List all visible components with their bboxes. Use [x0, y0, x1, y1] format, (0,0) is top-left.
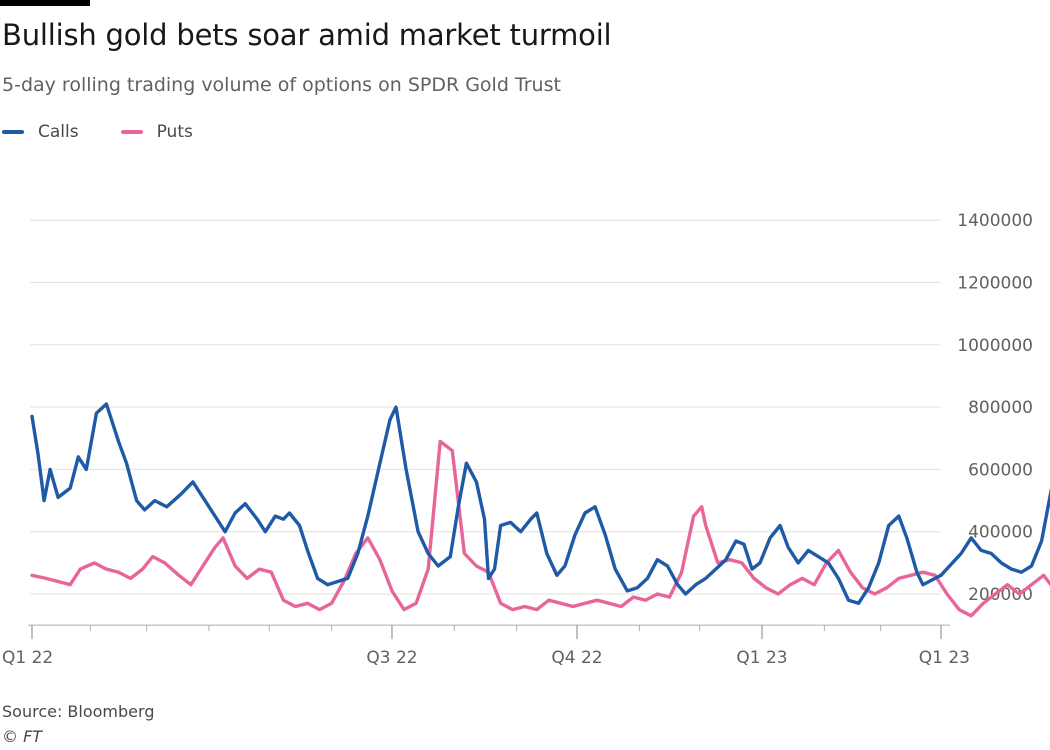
y-tick-label: 1000000 [957, 336, 1033, 356]
legend-item-calls: Calls [2, 122, 79, 142]
y-axis-ticks: 2000004000006000008000001000000120000014… [957, 211, 1033, 605]
y-tick-label: 1400000 [957, 211, 1033, 231]
legend-swatch-puts [120, 130, 143, 134]
y-tick-label: 800000 [968, 398, 1033, 418]
ft-credit: © FT [2, 727, 43, 746]
legend-label-calls: Calls [38, 122, 79, 142]
series-line-calls [30, 402, 1050, 605]
brand-bar [0, 0, 90, 6]
x-tick-label: Q1 22 [2, 648, 53, 668]
legend-label-puts: Puts [156, 122, 193, 142]
chart-legend: Calls Puts [2, 120, 235, 144]
x-tick-label: Q4 22 [551, 648, 602, 668]
line-chart: 2000004000006000008000001000000120000014… [2, 211, 1050, 668]
x-tick-label: Q1 23 [736, 648, 787, 668]
y-tick-label: 600000 [968, 460, 1033, 480]
x-tick-label: Q1 23 [919, 648, 970, 668]
legend-item-puts: Puts [120, 122, 193, 142]
source-note: Source: Bloomberg [2, 702, 155, 721]
x-axis-ticks: Q1 22 Q3 22 Q4 22 Q1 23 Q1 23 [2, 625, 970, 668]
gridlines [30, 219, 941, 595]
chart-title: Bullish gold bets soar amid market turmo… [2, 18, 612, 52]
legend-swatch-calls [2, 130, 24, 134]
y-tick-label: 1200000 [957, 274, 1033, 294]
y-tick-label: 400000 [968, 523, 1033, 543]
series-lines [30, 402, 1050, 618]
x-tick-label: Q3 22 [366, 648, 417, 668]
series-line-puts [30, 439, 1050, 618]
chart-subtitle: 5-day rolling trading volume of options … [2, 74, 561, 96]
